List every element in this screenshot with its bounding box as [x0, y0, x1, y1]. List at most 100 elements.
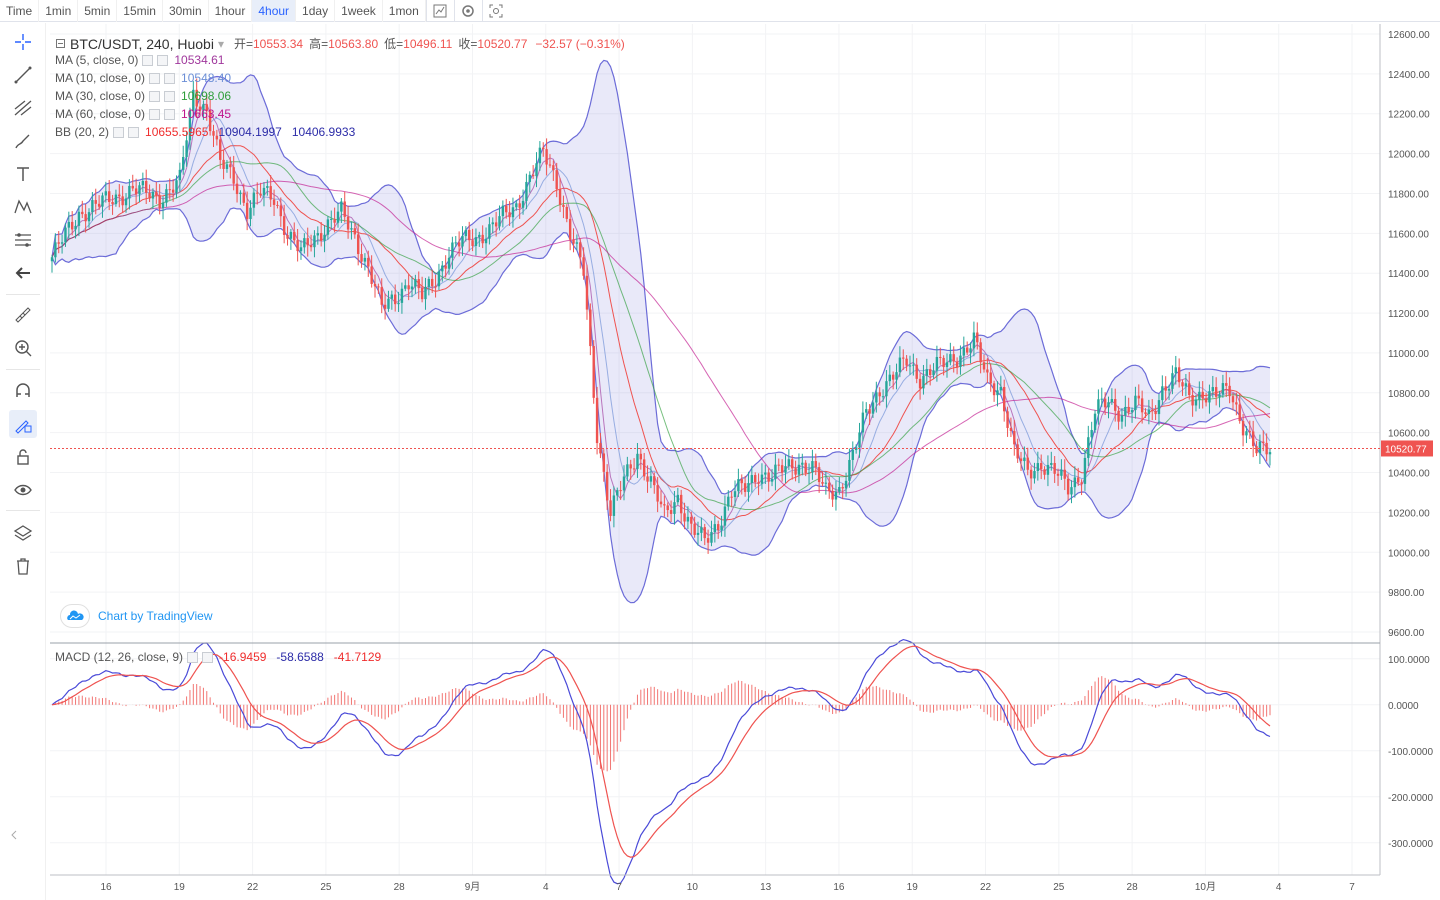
tf-1min[interactable]: 1min — [39, 0, 79, 22]
candle-body — [1029, 469, 1033, 479]
tf-4hour[interactable]: 4hour — [252, 0, 297, 22]
draw-lock-icon[interactable] — [9, 410, 37, 438]
price-tick-label: 12600.00 — [1388, 30, 1430, 41]
candle-body — [1063, 469, 1066, 479]
candle-body — [747, 483, 750, 492]
candle-body — [121, 196, 124, 206]
ruler-icon[interactable] — [9, 301, 37, 329]
candle-body — [104, 191, 108, 196]
candle-body — [925, 369, 929, 376]
pattern-icon[interactable] — [9, 193, 37, 221]
ma5-legend[interactable]: MA (5, close, 0) 10534.61 — [55, 53, 224, 67]
candle-body — [1006, 411, 1009, 428]
brush-icon[interactable] — [9, 127, 37, 155]
candle-body — [706, 538, 710, 543]
candle-body — [1073, 477, 1077, 488]
ma10-legend[interactable]: MA (10, close, 0) 10548.40 — [55, 71, 231, 85]
macd-tick-label: 100.0000 — [1388, 655, 1430, 666]
indicators-icon[interactable] — [425, 0, 454, 22]
ma10-close-icon[interactable] — [164, 72, 176, 84]
tf-30min[interactable]: 30min — [163, 0, 209, 22]
candle-body — [952, 354, 955, 362]
collapse-chevron-icon[interactable] — [9, 821, 19, 849]
tf-15min[interactable]: 15min — [117, 0, 163, 22]
candle-body — [198, 106, 202, 111]
candle-body — [353, 228, 357, 235]
candle-body — [101, 195, 104, 207]
crosshair-icon[interactable] — [9, 28, 37, 56]
tf-1week[interactable]: 1week — [335, 0, 383, 22]
eye-icon[interactable] — [9, 476, 37, 504]
ma5-settings-icon[interactable] — [142, 54, 154, 66]
ma30-name: MA (30, close, 0) — [55, 89, 146, 103]
candle-body — [272, 199, 276, 205]
candle-body — [400, 288, 404, 303]
time-tick-label: 19 — [174, 882, 186, 893]
ma5-close-icon[interactable] — [157, 54, 169, 66]
symbol-title: BTC/USDT, 240, Huobi — [70, 35, 214, 52]
candle-body — [128, 185, 131, 199]
candle-body — [730, 496, 733, 498]
tradingview-logo[interactable]: Chart by TradingView — [60, 604, 213, 628]
back-arrow-icon[interactable] — [9, 259, 37, 287]
price-tick-label: 10600.00 — [1388, 429, 1430, 440]
ma30-close-icon[interactable] — [164, 90, 176, 102]
tf-time[interactable]: Time — [0, 0, 40, 22]
macd-tick-label: 0.0000 — [1388, 701, 1419, 712]
ma30-legend[interactable]: MA (30, close, 0) 10698.06 — [55, 89, 231, 103]
lock-icon[interactable] — [9, 443, 37, 471]
prediction-icon[interactable] — [9, 226, 37, 254]
candle-body — [807, 472, 811, 474]
candle-body — [282, 216, 286, 235]
candle-body — [750, 475, 754, 484]
candle-body — [168, 189, 171, 191]
tf-5min[interactable]: 5min — [78, 0, 118, 22]
macd-legend[interactable]: MACD (12, 26, close, 9) -16.9459 -58.6588-… — [55, 650, 381, 664]
candle-body — [965, 347, 969, 353]
candle-body — [1151, 410, 1154, 412]
symbol-legend: BTC/USDT, 240, Huobi ▾ 开= 10553.34 高= 1056… — [56, 35, 625, 52]
candle-body — [1177, 367, 1181, 383]
screenshot-icon[interactable] — [481, 0, 510, 22]
candle-body — [165, 189, 168, 203]
ma10-settings-icon[interactable] — [149, 72, 161, 84]
ma60-legend[interactable]: MA (60, close, 0) 10663.45 — [55, 107, 231, 121]
ma30-settings-icon[interactable] — [149, 90, 161, 102]
candle-body — [632, 468, 636, 470]
trend-line-icon[interactable] — [9, 61, 37, 89]
ma60-settings-icon[interactable] — [149, 108, 161, 120]
candle-body — [582, 257, 585, 276]
candle-body — [579, 242, 582, 258]
magnet-icon[interactable] — [9, 377, 37, 405]
macd-close-icon[interactable] — [202, 651, 214, 663]
tf-1day[interactable]: 1day — [296, 0, 336, 22]
candle-body — [316, 233, 320, 236]
layers-icon[interactable] — [9, 519, 37, 547]
high-label: 高= — [309, 37, 329, 51]
tf-1hour[interactable]: 1hour — [209, 0, 253, 22]
candle-body — [693, 523, 696, 535]
collapse-legend-icon[interactable] — [56, 39, 65, 48]
candle-body — [639, 453, 643, 460]
tf-1mon[interactable]: 1mon — [383, 0, 426, 22]
zoom-in-icon[interactable] — [9, 334, 37, 362]
text-tool-icon[interactable] — [9, 160, 37, 188]
candle-body — [498, 216, 501, 227]
symbol-menu-chevron-icon[interactable]: ▾ — [217, 36, 224, 51]
candle-body — [242, 192, 245, 203]
macd-tick-label: -300.0000 — [1388, 839, 1433, 850]
ma60-close-icon[interactable] — [164, 108, 176, 120]
settings-gear-icon[interactable] — [453, 0, 482, 22]
bb-settings-icon[interactable] — [113, 126, 125, 138]
trash-icon[interactable] — [9, 552, 37, 580]
candle-body — [723, 506, 727, 526]
pitchfork-icon[interactable] — [9, 94, 37, 122]
candle-body — [222, 159, 225, 169]
candle-body — [67, 221, 71, 228]
bb-legend[interactable]: BB (20, 2) 10655.5965 10904.1997 10406.9933 — [55, 125, 355, 139]
candle-body — [797, 464, 801, 475]
candle-body — [296, 240, 299, 252]
macd-settings-icon[interactable] — [187, 651, 199, 663]
bb-close-icon[interactable] — [128, 126, 140, 138]
